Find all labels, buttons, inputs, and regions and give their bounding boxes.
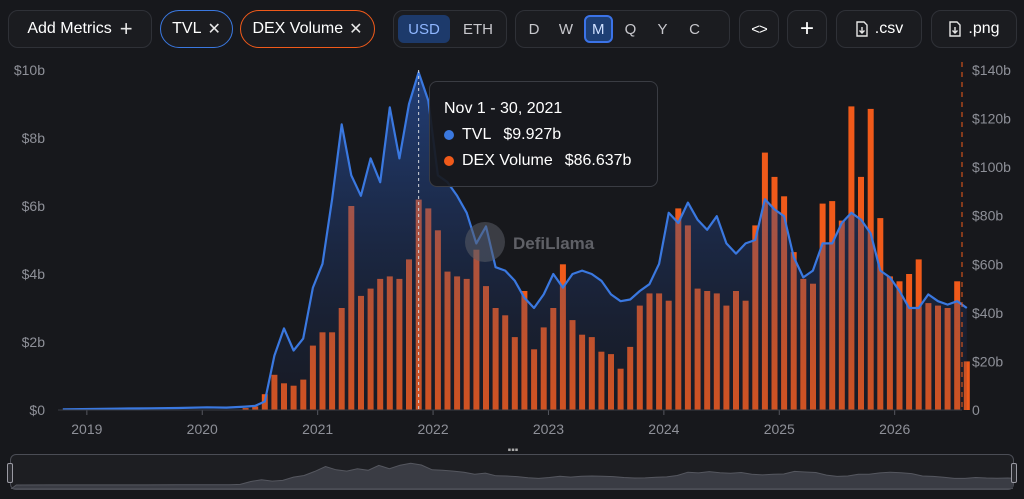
x-axis-tick-label: 2020 [187, 421, 218, 437]
tooltip-date: Nov 1 - 30, 2021 [444, 100, 563, 117]
left-axis: $0 $2b $4b $6b $8b $10b [14, 62, 45, 418]
brush-preview-area [11, 462, 1013, 489]
right-axis-tick-label: $120b [972, 111, 1011, 127]
plus-icon: + [119, 16, 133, 41]
embed-button[interactable]: <> [739, 10, 779, 48]
right-axis-tick-label: $80b [972, 208, 1003, 224]
range-brush[interactable] [7, 454, 1017, 490]
brush-grip-icon[interactable]: ▪▪▪ [507, 445, 519, 456]
metric-chip-dex-volume[interactable]: DEX Volume ✕ [240, 10, 375, 48]
right-axis-tick-label: $100b [972, 159, 1011, 175]
left-axis-tick-label: $6b [22, 198, 46, 214]
tvl-dex-volume-chart[interactable]: $0 $2b $4b $6b $8b $10b 0 $20b $40b $60b $80b $100… [0, 58, 1024, 448]
right-axis: 0 $20b $40b $60b $80b $100b $120b $140b [972, 62, 1011, 418]
code-icon: <> [751, 20, 768, 38]
close-icon[interactable]: ✕ [349, 21, 363, 38]
add-chart-button[interactable]: + [787, 10, 827, 48]
tooltip-row-dex-volume: DEX Volume $86.637b [444, 148, 643, 174]
x-axis-tick-label: 2019 [71, 421, 102, 437]
right-axis-tick-label: $140b [972, 62, 1011, 78]
granularity-option-c[interactable]: C [689, 20, 700, 38]
chart-toolbar: Add Metrics + TVL ✕ DEX Volume ✕ USD ETH… [0, 0, 1024, 58]
currency-option-eth[interactable]: ETH [463, 20, 493, 38]
tooltip-row-tvl: TVL $9.927b [444, 122, 643, 148]
tvl-series-dot [444, 130, 454, 140]
left-axis-tick-label: $10b [14, 62, 45, 78]
x-axis: 2019 2020 2021 2022 2023 2024 2025 2026 [58, 409, 962, 437]
right-axis-tick-label: $20b [972, 353, 1003, 369]
watermark: DefiLlama [465, 222, 595, 262]
download-csv-button[interactable]: .csv [836, 10, 922, 48]
left-axis-tick-label: $2b [22, 334, 46, 350]
metric-chip-label: TVL [172, 20, 202, 37]
metric-chip-label: DEX Volume [252, 20, 344, 37]
close-icon[interactable]: ✕ [207, 21, 221, 38]
brush-handle-left[interactable] [7, 463, 13, 483]
csv-label: .csv [874, 20, 904, 37]
x-axis-tick-label: 2021 [302, 421, 333, 437]
watermark-text: DefiLlama [513, 234, 595, 253]
png-label: .png [968, 20, 1000, 37]
tooltip-series-name: TVL [462, 126, 492, 143]
add-metrics-button[interactable]: Add Metrics + [8, 10, 152, 48]
x-axis-tick-label: 2024 [648, 421, 679, 437]
tvl-area [62, 72, 967, 411]
granularity-option-q[interactable]: Q [624, 20, 637, 38]
dex-volume-series-dot [444, 156, 454, 166]
x-axis-tick-label: 2023 [533, 421, 564, 437]
x-axis-tick-label: 2026 [879, 421, 910, 437]
tvl-line [62, 71, 968, 411]
right-axis-tick-label: $40b [972, 305, 1003, 321]
download-file-icon [856, 21, 868, 37]
tooltip-series-value: $9.927b [503, 126, 562, 143]
x-axis-tick-label: 2025 [764, 421, 795, 437]
left-axis-tick-label: $4b [22, 266, 46, 282]
tooltip-series-value: $86.637b [564, 152, 632, 169]
granularity-option-m[interactable]: M [584, 15, 613, 43]
chart-tooltip: Nov 1 - 30, 2021 TVL $9.927b DEX Volume … [429, 81, 658, 187]
plus-icon: + [799, 15, 814, 42]
currency-toggle: USD ETH [393, 10, 507, 48]
x-axis-tick-label: 2022 [417, 421, 448, 437]
llama-logo-icon [465, 222, 505, 262]
brush-handle-right[interactable] [1011, 463, 1017, 483]
granularity-toggle: D W M Q Y C [515, 10, 730, 48]
download-png-button[interactable]: .png [931, 10, 1017, 48]
tooltip-series-name: DEX Volume [462, 152, 553, 169]
brush-preview [11, 462, 1013, 489]
currency-option-usd[interactable]: USD [398, 15, 450, 43]
right-axis-tick-label: $60b [972, 256, 1003, 272]
granularity-option-d[interactable]: D [528, 20, 540, 38]
left-axis-tick-label: $0 [29, 402, 45, 418]
granularity-option-w[interactable]: W [558, 20, 574, 38]
left-axis-tick-label: $8b [22, 130, 46, 146]
download-file-icon [949, 21, 962, 37]
metric-chip-tvl[interactable]: TVL ✕ [160, 10, 233, 48]
add-metrics-label: Add Metrics [27, 20, 112, 37]
granularity-option-y[interactable]: Y [657, 20, 668, 38]
right-axis-tick-label: 0 [972, 402, 980, 418]
